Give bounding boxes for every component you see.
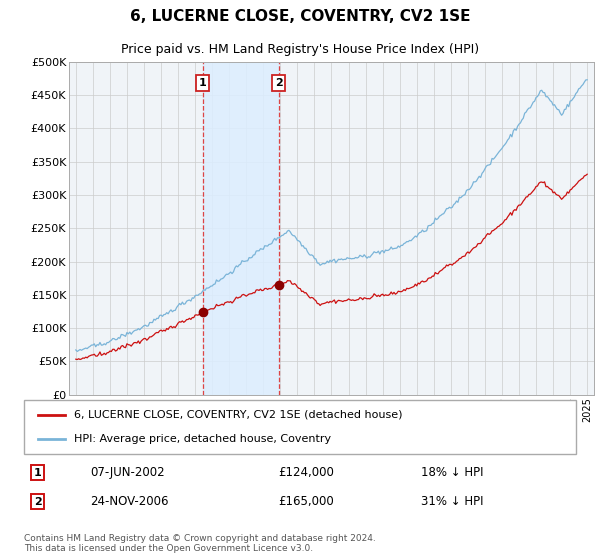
Text: 24-NOV-2006: 24-NOV-2006 <box>90 496 169 508</box>
Text: 6, LUCERNE CLOSE, COVENTRY, CV2 1SE: 6, LUCERNE CLOSE, COVENTRY, CV2 1SE <box>130 10 470 24</box>
Bar <box>203 62 278 395</box>
Text: £124,000: £124,000 <box>278 466 334 479</box>
Text: 6, LUCERNE CLOSE, COVENTRY, CV2 1SE (detached house): 6, LUCERNE CLOSE, COVENTRY, CV2 1SE (det… <box>74 410 402 420</box>
Text: 1: 1 <box>34 468 41 478</box>
Text: 07-JUN-2002: 07-JUN-2002 <box>90 466 165 479</box>
Text: Contains HM Land Registry data © Crown copyright and database right 2024.
This d: Contains HM Land Registry data © Crown c… <box>24 534 376 553</box>
Text: 1: 1 <box>199 78 206 88</box>
Text: 18% ↓ HPI: 18% ↓ HPI <box>421 466 484 479</box>
FancyBboxPatch shape <box>24 400 576 454</box>
Text: 2: 2 <box>275 78 283 88</box>
Text: Price paid vs. HM Land Registry's House Price Index (HPI): Price paid vs. HM Land Registry's House … <box>121 43 479 56</box>
Text: 2: 2 <box>34 497 41 507</box>
Text: 31% ↓ HPI: 31% ↓ HPI <box>421 496 484 508</box>
Text: HPI: Average price, detached house, Coventry: HPI: Average price, detached house, Cove… <box>74 434 331 444</box>
Text: £165,000: £165,000 <box>278 496 334 508</box>
